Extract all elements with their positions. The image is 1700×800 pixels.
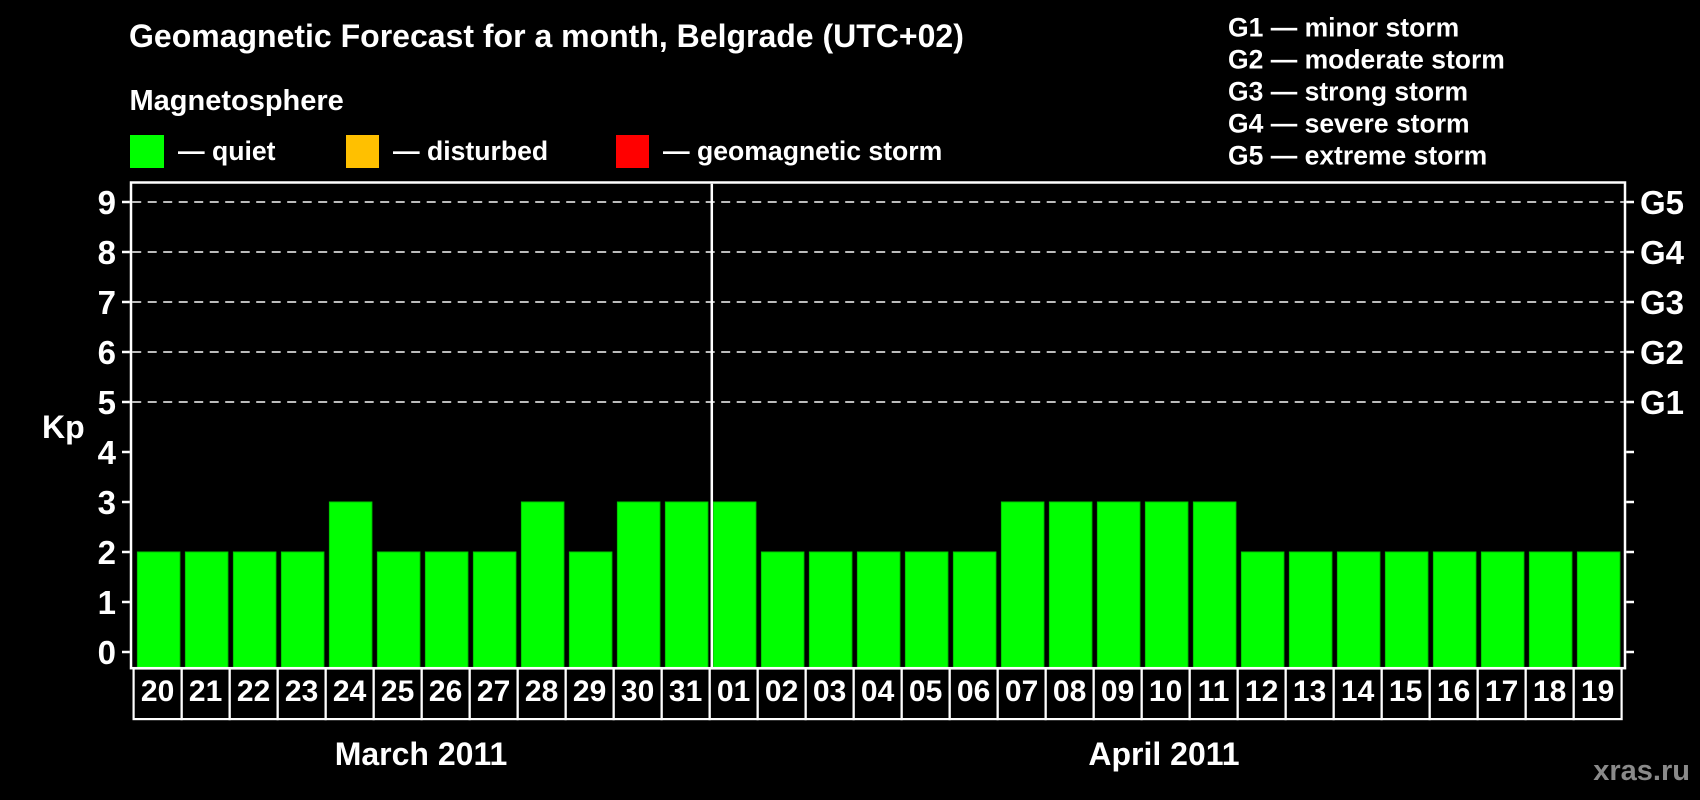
svg-text:22: 22 [237, 675, 270, 708]
svg-text:15: 15 [1389, 675, 1422, 708]
svg-text:7: 7 [98, 284, 116, 321]
svg-text:Magnetosphere: Magnetosphere [130, 85, 344, 117]
svg-text:08: 08 [1053, 675, 1086, 708]
svg-text:G2 — moderate storm: G2 — moderate storm [1228, 45, 1505, 75]
svg-text:0: 0 [98, 634, 116, 671]
svg-text:G2: G2 [1640, 334, 1684, 371]
svg-text:G3: G3 [1640, 284, 1684, 321]
svg-text:03: 03 [813, 675, 846, 708]
svg-text:8: 8 [98, 234, 116, 271]
svg-text:G5: G5 [1640, 184, 1684, 221]
svg-text:6: 6 [98, 334, 116, 371]
svg-text:27: 27 [477, 675, 510, 708]
svg-text:12: 12 [1245, 675, 1278, 708]
svg-text:17: 17 [1485, 675, 1518, 708]
svg-text:24: 24 [333, 675, 367, 708]
svg-text:2: 2 [98, 534, 116, 571]
svg-text:— disturbed: — disturbed [393, 136, 548, 166]
svg-text:06: 06 [957, 675, 990, 708]
svg-text:16: 16 [1437, 675, 1470, 708]
svg-text:April 2011: April 2011 [1088, 736, 1239, 772]
svg-text:21: 21 [189, 675, 222, 708]
svg-text:9: 9 [98, 184, 116, 221]
svg-text:G5 — extreme storm: G5 — extreme storm [1228, 141, 1487, 171]
svg-text:09: 09 [1101, 675, 1134, 708]
svg-text:3: 3 [98, 484, 116, 521]
svg-text:G4: G4 [1640, 234, 1685, 271]
svg-text:04: 04 [861, 675, 895, 708]
svg-text:26: 26 [429, 675, 462, 708]
svg-text:10: 10 [1149, 675, 1182, 708]
svg-text:xras.ru: xras.ru [1593, 755, 1690, 787]
svg-text:20: 20 [141, 675, 174, 708]
svg-text:18: 18 [1533, 675, 1566, 708]
svg-text:Kp: Kp [42, 409, 85, 445]
svg-text:G3 — strong storm: G3 — strong storm [1228, 77, 1468, 107]
svg-text:05: 05 [909, 675, 942, 708]
svg-text:— geomagnetic storm: — geomagnetic storm [663, 136, 942, 166]
svg-text:11: 11 [1198, 675, 1230, 708]
svg-text:— quiet: — quiet [178, 136, 276, 166]
svg-text:30: 30 [621, 675, 654, 708]
svg-text:13: 13 [1293, 675, 1326, 708]
svg-text:28: 28 [525, 675, 558, 708]
svg-text:5: 5 [98, 384, 116, 421]
svg-text:25: 25 [381, 675, 414, 708]
svg-text:Geomagnetic Forecast for a mon: Geomagnetic Forecast for a month, Belgra… [129, 18, 964, 54]
svg-text:31: 31 [669, 675, 702, 708]
svg-text:14: 14 [1341, 675, 1375, 708]
svg-text:G4 — severe storm: G4 — severe storm [1228, 109, 1470, 139]
svg-text:29: 29 [573, 675, 606, 708]
svg-text:March 2011: March 2011 [335, 736, 508, 772]
svg-text:G1: G1 [1640, 384, 1684, 421]
svg-text:02: 02 [765, 675, 798, 708]
svg-text:23: 23 [285, 675, 318, 708]
svg-text:07: 07 [1005, 675, 1038, 708]
svg-text:4: 4 [98, 434, 117, 471]
svg-text:G1 — minor storm: G1 — minor storm [1228, 13, 1459, 43]
svg-text:01: 01 [717, 675, 750, 708]
svg-text:19: 19 [1581, 675, 1614, 708]
svg-text:1: 1 [98, 584, 116, 621]
